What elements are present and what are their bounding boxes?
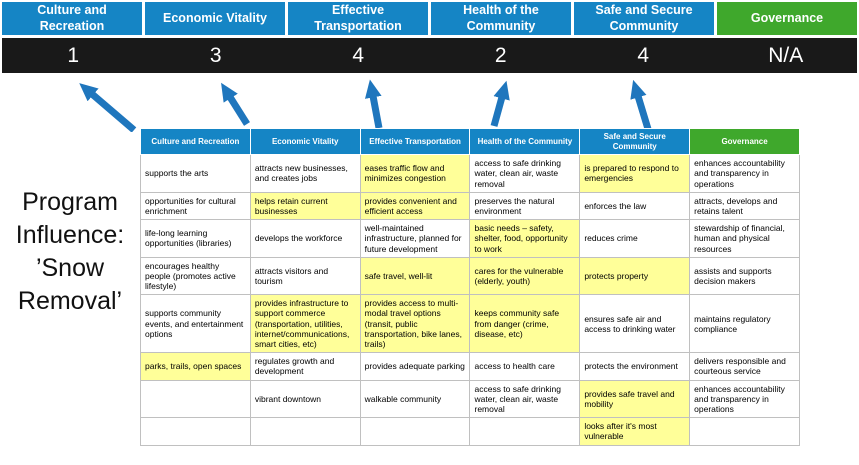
pillar-header-governance: Governance <box>717 2 857 35</box>
matrix-cell-highlighted: parks, trails, open spaces <box>140 352 251 381</box>
arrow-safe-and-secure-community <box>630 79 652 131</box>
matrix-cell: enhances accountability and transparency… <box>689 154 800 193</box>
matrix-cell-highlighted: provides access to multi-modal travel op… <box>359 294 471 354</box>
matrix-cell <box>359 417 471 446</box>
matrix-cell: assists and supports decision makers <box>689 256 800 296</box>
pillar-header-effective-transportation: Effective Transportation <box>288 2 428 35</box>
matrix-row: life-long learning opportunities (librar… <box>140 219 800 258</box>
matrix-cell-highlighted: keeps community safe from danger (crime,… <box>469 294 581 354</box>
pillar-score-safe-and-secure-community: 4 <box>637 43 650 67</box>
matrix-cell-highlighted: looks after it's most vulnerable <box>579 417 691 446</box>
matrix-row: supports community events, and entertain… <box>140 294 800 354</box>
matrix-cell: attracts, develops and retains talent <box>689 191 800 221</box>
matrix-cell: regulates growth and development <box>249 352 361 381</box>
matrix-row: supports the arts attracts new businesses… <box>140 154 800 193</box>
matrix-cell: attracts new businesses, and creates job… <box>249 154 361 193</box>
matrix-cell: reduces crime <box>579 219 691 258</box>
matrix-cell: ensures safe air and access to drinking … <box>579 294 691 354</box>
matrix-cell-highlighted: helps retain current businesses <box>249 191 361 221</box>
matrix-cell-highlighted: protects property <box>579 256 691 296</box>
matrix-cell: provides adequate parking <box>359 352 471 381</box>
matrix-cell: delivers responsible and courteous servi… <box>689 352 800 381</box>
matrix-cell: vibrant downtown <box>249 379 361 419</box>
matrix-row: parks, trails, open spaces regulates grow… <box>140 352 800 381</box>
matrix-row: encourages healthy people (promotes acti… <box>140 256 800 296</box>
matrix-column-header-health-of-the-community: Health of the Community <box>469 127 581 156</box>
arrow-culture-and-recreation <box>79 83 137 132</box>
pillar-banner: Culture and Recreation Economic Vitality E… <box>2 2 857 35</box>
matrix-cell: attracts visitors and tourism <box>249 256 361 296</box>
pillar-score-governance: N/A <box>768 43 804 67</box>
matrix-cell-highlighted: basic needs – safety, shelter, food, opp… <box>469 219 581 258</box>
matrix-cell <box>140 417 251 446</box>
pillar-header-economic-vitality: Economic Vitality <box>145 2 285 35</box>
matrix-cell: enhances accountability and transparency… <box>689 379 800 419</box>
influence-matrix: Culture and Recreation Economic Vitality E… <box>140 127 800 446</box>
matrix-cell: maintains regulatory compliance <box>689 294 800 354</box>
pillar-header-culture-and-recreation: Culture and Recreation <box>2 2 142 35</box>
matrix-column-header-economic-vitality: Economic Vitality <box>249 127 361 156</box>
matrix-cell: access to health care <box>469 352 581 381</box>
matrix-cell: access to safe drinking water, clean air… <box>469 379 581 419</box>
matrix-cell-highlighted: provides safe travel and mobility <box>579 379 691 419</box>
matrix-cell: access to safe drinking water, clean air… <box>469 154 581 193</box>
pillar-header-health-of-the-community: Health of the Community <box>431 2 571 35</box>
matrix-row: opportunities for cultural enrichment hel… <box>140 191 800 221</box>
arrow-economic-vitality <box>221 82 250 126</box>
matrix-cell: well-maintained infrastructure, planned … <box>359 219 471 258</box>
matrix-column-header-governance: Governance <box>689 127 800 156</box>
matrix-cell <box>469 417 581 446</box>
matrix-cell: walkable community <box>359 379 471 419</box>
pillar-score-effective-transportation: 4 <box>352 43 365 67</box>
score-bar: 1 3 4 2 4 N/A <box>2 38 857 73</box>
matrix-cell: preserves the natural environment <box>469 191 581 221</box>
matrix-cell-highlighted: eases traffic flow and minimizes congest… <box>359 154 471 193</box>
matrix-column-header-safe-and-secure-community: Safe and Secure Community <box>579 127 691 156</box>
matrix-cell-highlighted: safe travel, well-lit <box>359 256 471 296</box>
matrix-cell-highlighted: is prepared to respond to emergencies <box>579 154 691 193</box>
matrix-cell-highlighted: cares for the vulnerable (elderly, youth… <box>469 256 581 296</box>
pillar-score-health-of-the-community: 2 <box>494 43 507 67</box>
matrix-cell-highlighted: provides infrastructure to support comme… <box>249 294 361 354</box>
matrix-cell: enforces the law <box>579 191 691 221</box>
matrix-cell <box>140 379 251 419</box>
matrix-cell: supports the arts <box>140 154 251 193</box>
matrix-cell-highlighted: provides convenient and efficient access <box>359 191 471 221</box>
matrix-row: vibrant downtown walkable community access… <box>140 379 800 419</box>
pillar-score-culture-and-recreation: 1 <box>67 43 80 67</box>
matrix-cell <box>689 417 800 446</box>
arrow-effective-transportation <box>365 79 383 129</box>
program-title: Program Influence: ’Snow Removal’ <box>15 188 125 315</box>
matrix-cell: protects the environment <box>579 352 691 381</box>
pillar-score-economic-vitality: 3 <box>209 43 222 67</box>
matrix-cell: develops the workforce <box>249 219 361 258</box>
matrix-column-header-culture-and-recreation: Culture and Recreation <box>140 127 251 156</box>
pillar-header-safe-and-secure-community: Safe and Secure Community <box>574 2 714 35</box>
matrix-cell: stewardship of financial, human and phys… <box>689 219 800 258</box>
matrix-header-row: Culture and Recreation Economic Vitality E… <box>140 127 800 156</box>
matrix-cell: supports community events, and entertain… <box>140 294 251 354</box>
matrix-cell: encourages healthy people (promotes acti… <box>140 256 251 296</box>
matrix-cell: life-long learning opportunities (librar… <box>140 219 251 258</box>
influence-arrows <box>79 79 652 132</box>
matrix-cell <box>249 417 361 446</box>
matrix-cell: opportunities for cultural enrichment <box>140 191 251 221</box>
arrow-health-of-the-community <box>490 80 510 127</box>
matrix-column-header-effective-transportation: Effective Transportation <box>359 127 471 156</box>
matrix-row: looks after it's most vulnerable <box>140 417 800 446</box>
